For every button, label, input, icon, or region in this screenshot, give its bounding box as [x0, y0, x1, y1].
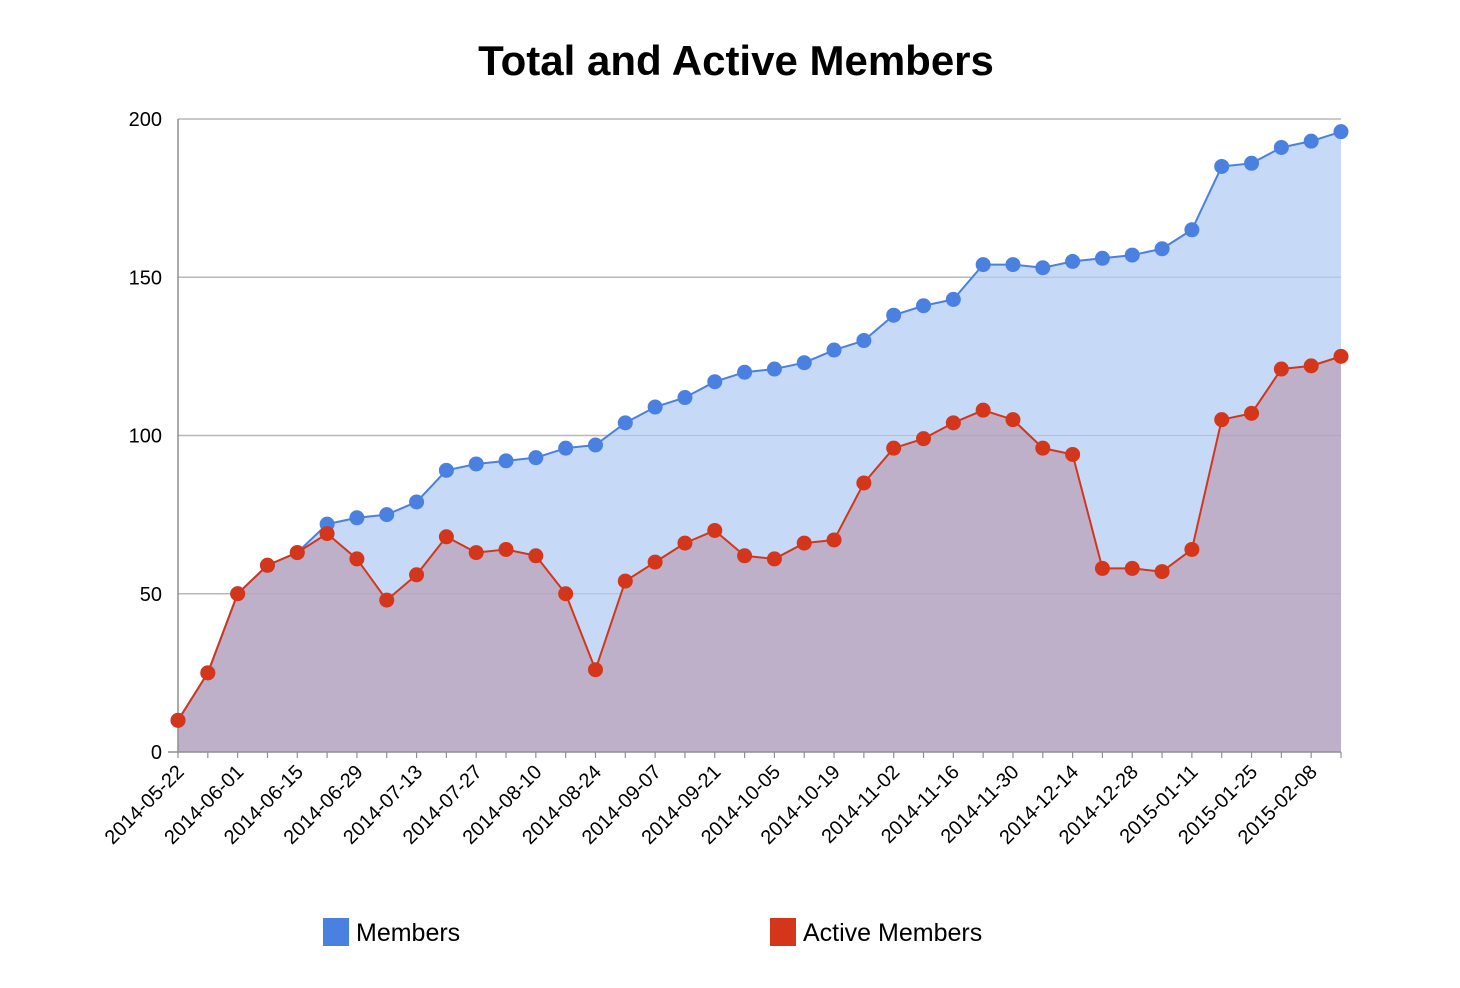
data-point-members[interactable]: [1124, 247, 1140, 263]
data-points: [170, 124, 1349, 728]
data-point-members[interactable]: [617, 415, 633, 431]
data-point-members[interactable]: [1303, 133, 1319, 149]
y-tick-label: 200: [129, 109, 162, 131]
data-point-active-members[interactable]: [1244, 405, 1260, 421]
data-point-active-members[interactable]: [379, 592, 395, 608]
data-point-members[interactable]: [438, 462, 454, 478]
data-point-active-members[interactable]: [796, 535, 812, 551]
data-point-active-members[interactable]: [1184, 541, 1200, 557]
data-point-members[interactable]: [1154, 241, 1170, 257]
line-members: [177, 130, 1342, 721]
y-tick-label: 100: [129, 426, 162, 448]
data-point-members[interactable]: [468, 456, 484, 472]
y-tick-label: 50: [140, 584, 162, 606]
y-tick-label: 0: [151, 742, 162, 764]
data-point-members[interactable]: [1244, 155, 1260, 171]
legend-label-members: Members: [356, 919, 460, 947]
data-point-members[interactable]: [916, 298, 932, 314]
data-point-active-members[interactable]: [647, 554, 663, 570]
data-point-active-members[interactable]: [886, 440, 902, 456]
data-point-members[interactable]: [796, 355, 812, 371]
data-point-active-members[interactable]: [975, 402, 991, 418]
data-point-active-members[interactable]: [438, 529, 454, 545]
data-point-members[interactable]: [826, 342, 842, 358]
data-point-active-members[interactable]: [1005, 412, 1021, 428]
data-point-members[interactable]: [737, 364, 753, 380]
data-point-members[interactable]: [1333, 124, 1349, 140]
data-point-members[interactable]: [707, 374, 723, 390]
data-point-active-members[interactable]: [289, 545, 305, 561]
data-point-members[interactable]: [528, 450, 544, 466]
legend-label-active-members: Active Members: [803, 919, 982, 947]
data-point-members[interactable]: [766, 361, 782, 377]
legend: Members Active Members: [323, 918, 982, 947]
data-point-members[interactable]: [856, 333, 872, 349]
chart-title: Total and Active Members: [478, 37, 994, 84]
data-point-active-members[interactable]: [1303, 358, 1319, 374]
data-point-active-members[interactable]: [677, 535, 693, 551]
data-point-active-members[interactable]: [558, 586, 574, 602]
data-point-active-members[interactable]: [945, 415, 961, 431]
data-point-active-members[interactable]: [1214, 412, 1230, 428]
data-point-members[interactable]: [1184, 222, 1200, 238]
legend-swatch-active-members: [770, 918, 796, 946]
data-point-members[interactable]: [379, 507, 395, 523]
data-point-active-members[interactable]: [230, 586, 246, 602]
data-point-active-members[interactable]: [319, 526, 335, 542]
series-lines: [177, 130, 1342, 721]
data-point-active-members[interactable]: [1154, 564, 1170, 580]
data-point-active-members[interactable]: [468, 545, 484, 561]
data-point-members[interactable]: [677, 390, 693, 406]
data-point-members[interactable]: [1273, 139, 1289, 155]
data-point-active-members[interactable]: [766, 551, 782, 567]
data-point-active-members[interactable]: [1065, 446, 1081, 462]
data-point-active-members[interactable]: [1035, 440, 1051, 456]
data-point-active-members[interactable]: [528, 548, 544, 564]
data-point-active-members[interactable]: [170, 712, 186, 728]
data-point-active-members[interactable]: [1333, 348, 1349, 364]
series-areas: [178, 118, 1341, 752]
line-active-members: [177, 355, 1342, 721]
data-point-active-members[interactable]: [1094, 560, 1110, 576]
data-point-active-members[interactable]: [1124, 560, 1140, 576]
data-point-members[interactable]: [1035, 260, 1051, 276]
data-point-members[interactable]: [498, 453, 514, 469]
data-point-active-members[interactable]: [617, 573, 633, 589]
data-point-active-members[interactable]: [1273, 361, 1289, 377]
legend-item-members[interactable]: Members: [323, 918, 460, 947]
data-point-active-members[interactable]: [737, 548, 753, 564]
legend-item-active-members[interactable]: Active Members: [770, 918, 982, 947]
data-point-active-members[interactable]: [200, 665, 216, 681]
data-point-active-members[interactable]: [826, 532, 842, 548]
data-point-members[interactable]: [409, 494, 425, 510]
data-point-members[interactable]: [587, 437, 603, 453]
data-point-active-members[interactable]: [916, 431, 932, 447]
data-point-active-members[interactable]: [856, 475, 872, 491]
data-point-active-members[interactable]: [587, 662, 603, 678]
area-active-members: [178, 356, 1341, 752]
y-tick-label: 150: [129, 267, 162, 289]
data-point-members[interactable]: [647, 399, 663, 415]
data-point-active-members[interactable]: [498, 541, 514, 557]
data-point-members[interactable]: [945, 291, 961, 307]
data-point-members[interactable]: [1065, 253, 1081, 269]
data-point-members[interactable]: [1005, 257, 1021, 273]
data-point-members[interactable]: [1214, 158, 1230, 174]
data-point-active-members[interactable]: [707, 522, 723, 538]
data-point-members[interactable]: [975, 257, 991, 273]
data-point-active-members[interactable]: [259, 557, 275, 573]
data-point-active-members[interactable]: [409, 567, 425, 583]
data-point-members[interactable]: [349, 510, 365, 526]
data-point-members[interactable]: [886, 307, 902, 323]
data-point-members[interactable]: [1094, 250, 1110, 266]
data-point-members[interactable]: [558, 440, 574, 456]
data-point-active-members[interactable]: [349, 551, 365, 567]
legend-swatch-members: [323, 918, 349, 946]
